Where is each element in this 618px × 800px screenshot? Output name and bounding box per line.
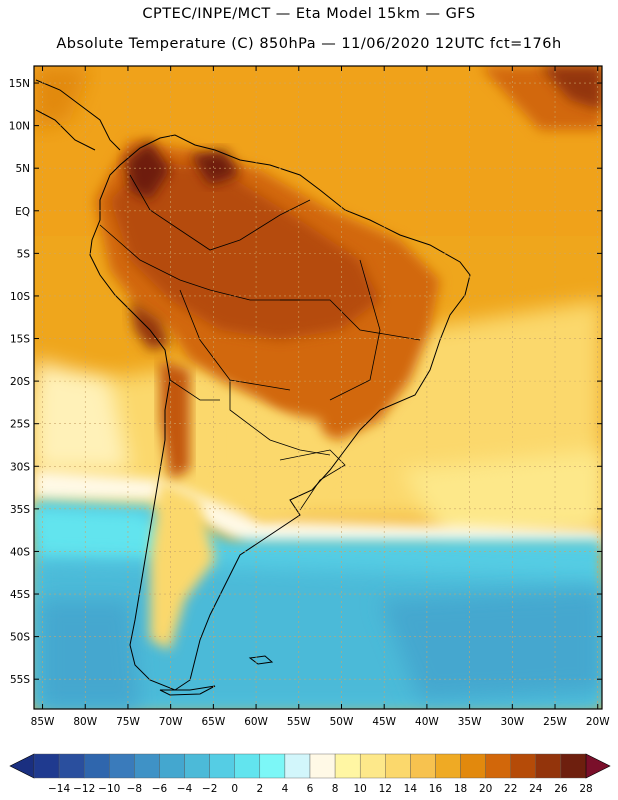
- color-legend: −14 −12 −10 −8 −6 −4 −2 0 2 4 6 8 10 12 14 16 18 20 22 24 26…: [9, 753, 611, 795]
- legend-label: −2: [202, 783, 217, 795]
- lon-label: 85W: [31, 716, 55, 728]
- legend-label: −10: [98, 783, 120, 795]
- latitude-labels: 15N 10N 5N EQ 5S 10S 15S 20S 25S 30S 35S 40S 45S 50S 5…: [9, 78, 31, 686]
- legend-label: 10: [353, 783, 366, 795]
- country-borders: [99, 174, 421, 511]
- legend-swatch: [510, 753, 537, 779]
- lon-label: 40W: [415, 716, 439, 728]
- legend-swatch: [485, 753, 511, 779]
- axis-ticks: [34, 66, 602, 709]
- lat-label: 55S: [10, 674, 30, 686]
- lat-label: 25S: [10, 419, 30, 431]
- south-america-coastline: [89, 134, 471, 691]
- legend-swatch: [259, 753, 286, 779]
- legend-swatch: [58, 753, 85, 779]
- legend-label: 16: [429, 783, 443, 795]
- temperature-field: [34, 66, 602, 709]
- lat-label: 45S: [10, 589, 30, 601]
- lon-label: 80W: [73, 716, 97, 728]
- lon-label: 65W: [201, 716, 225, 728]
- legend-label: 6: [307, 783, 314, 795]
- lon-label: 30W: [500, 716, 524, 728]
- lon-label: 25W: [543, 716, 567, 728]
- legend-label: 20: [479, 783, 492, 795]
- legend-swatch: [134, 753, 160, 779]
- lat-label: 40S: [10, 546, 30, 558]
- grid-lines: [34, 66, 602, 709]
- legend-swatch: [560, 753, 587, 779]
- legend-swatch: [209, 753, 235, 779]
- lat-label: 15S: [10, 334, 30, 346]
- lat-label: 50S: [10, 632, 30, 644]
- legend-swatch: [159, 753, 185, 779]
- tierra-del-fuego: [159, 685, 216, 696]
- lon-label: 55W: [287, 716, 311, 728]
- longitude-labels: 85W 80W 75W 70W 65W 60W 55W 50W 45W 40W 35W 30W 25W 2…: [31, 716, 611, 728]
- lon-label: 75W: [116, 716, 140, 728]
- legend-label: 2: [256, 783, 263, 795]
- legend-label: −8: [127, 783, 142, 795]
- legend-swatch: [184, 753, 210, 779]
- legend-label: 24: [529, 783, 543, 795]
- legend-label: 8: [332, 783, 339, 795]
- lat-label: 10S: [10, 291, 30, 303]
- high-arrow: [585, 753, 611, 779]
- legend-swatch: [385, 753, 411, 779]
- lon-label: 50W: [330, 716, 354, 728]
- lat-label: 20S: [10, 376, 30, 388]
- lon-label: 45W: [372, 716, 396, 728]
- legend-swatch: [410, 753, 436, 779]
- legend-swatch: [435, 753, 461, 779]
- legend-label: 12: [379, 783, 392, 795]
- legend-swatch: [109, 753, 135, 779]
- legend-swatch: [284, 753, 311, 779]
- legend-label: 0: [231, 783, 238, 795]
- map-title-line1: CPTEC/INPE/MCT — Eta Model 15km — GFS: [142, 6, 476, 22]
- lat-label: 5N: [15, 163, 30, 175]
- legend-swatch: [309, 753, 336, 779]
- legend-label: −14: [48, 783, 70, 795]
- low-arrow: [9, 753, 35, 779]
- legend-label: 14: [404, 783, 418, 795]
- central-america-coastline: [35, 79, 121, 151]
- lat-label: 15N: [9, 78, 30, 90]
- legend-swatch: [460, 753, 486, 779]
- legend-label: −4: [177, 783, 193, 795]
- falklands: [248, 655, 274, 665]
- lon-label: 35W: [458, 716, 482, 728]
- legend-label: 28: [579, 783, 592, 795]
- lon-label: 20W: [586, 716, 610, 728]
- legend-label: 18: [454, 783, 467, 795]
- lon-label: 60W: [244, 716, 268, 728]
- legend-swatch: [33, 753, 60, 779]
- legend-label: 4: [282, 783, 289, 795]
- legend-swatch: [83, 753, 110, 779]
- lat-label: 30S: [10, 461, 30, 473]
- legend-swatch: [535, 753, 562, 779]
- legend-label: 26: [554, 783, 568, 795]
- lat-label: 10N: [9, 121, 30, 133]
- legend-label: 22: [504, 783, 517, 795]
- legend-label: −6: [152, 783, 168, 795]
- coastlines: [35, 79, 471, 696]
- legend-swatch: [334, 753, 361, 779]
- legend-label: −12: [73, 783, 95, 795]
- lat-label: 5S: [17, 248, 31, 260]
- legend-swatch: [359, 753, 386, 779]
- lon-label: 70W: [159, 716, 183, 728]
- lat-label: EQ: [15, 206, 30, 218]
- lat-label: 35S: [10, 504, 30, 516]
- legend-swatch: [234, 753, 261, 779]
- map-title-line2: Absolute Temperature (C) 850hPa — 11/06/…: [56, 36, 562, 52]
- map-frame: [33, 65, 603, 710]
